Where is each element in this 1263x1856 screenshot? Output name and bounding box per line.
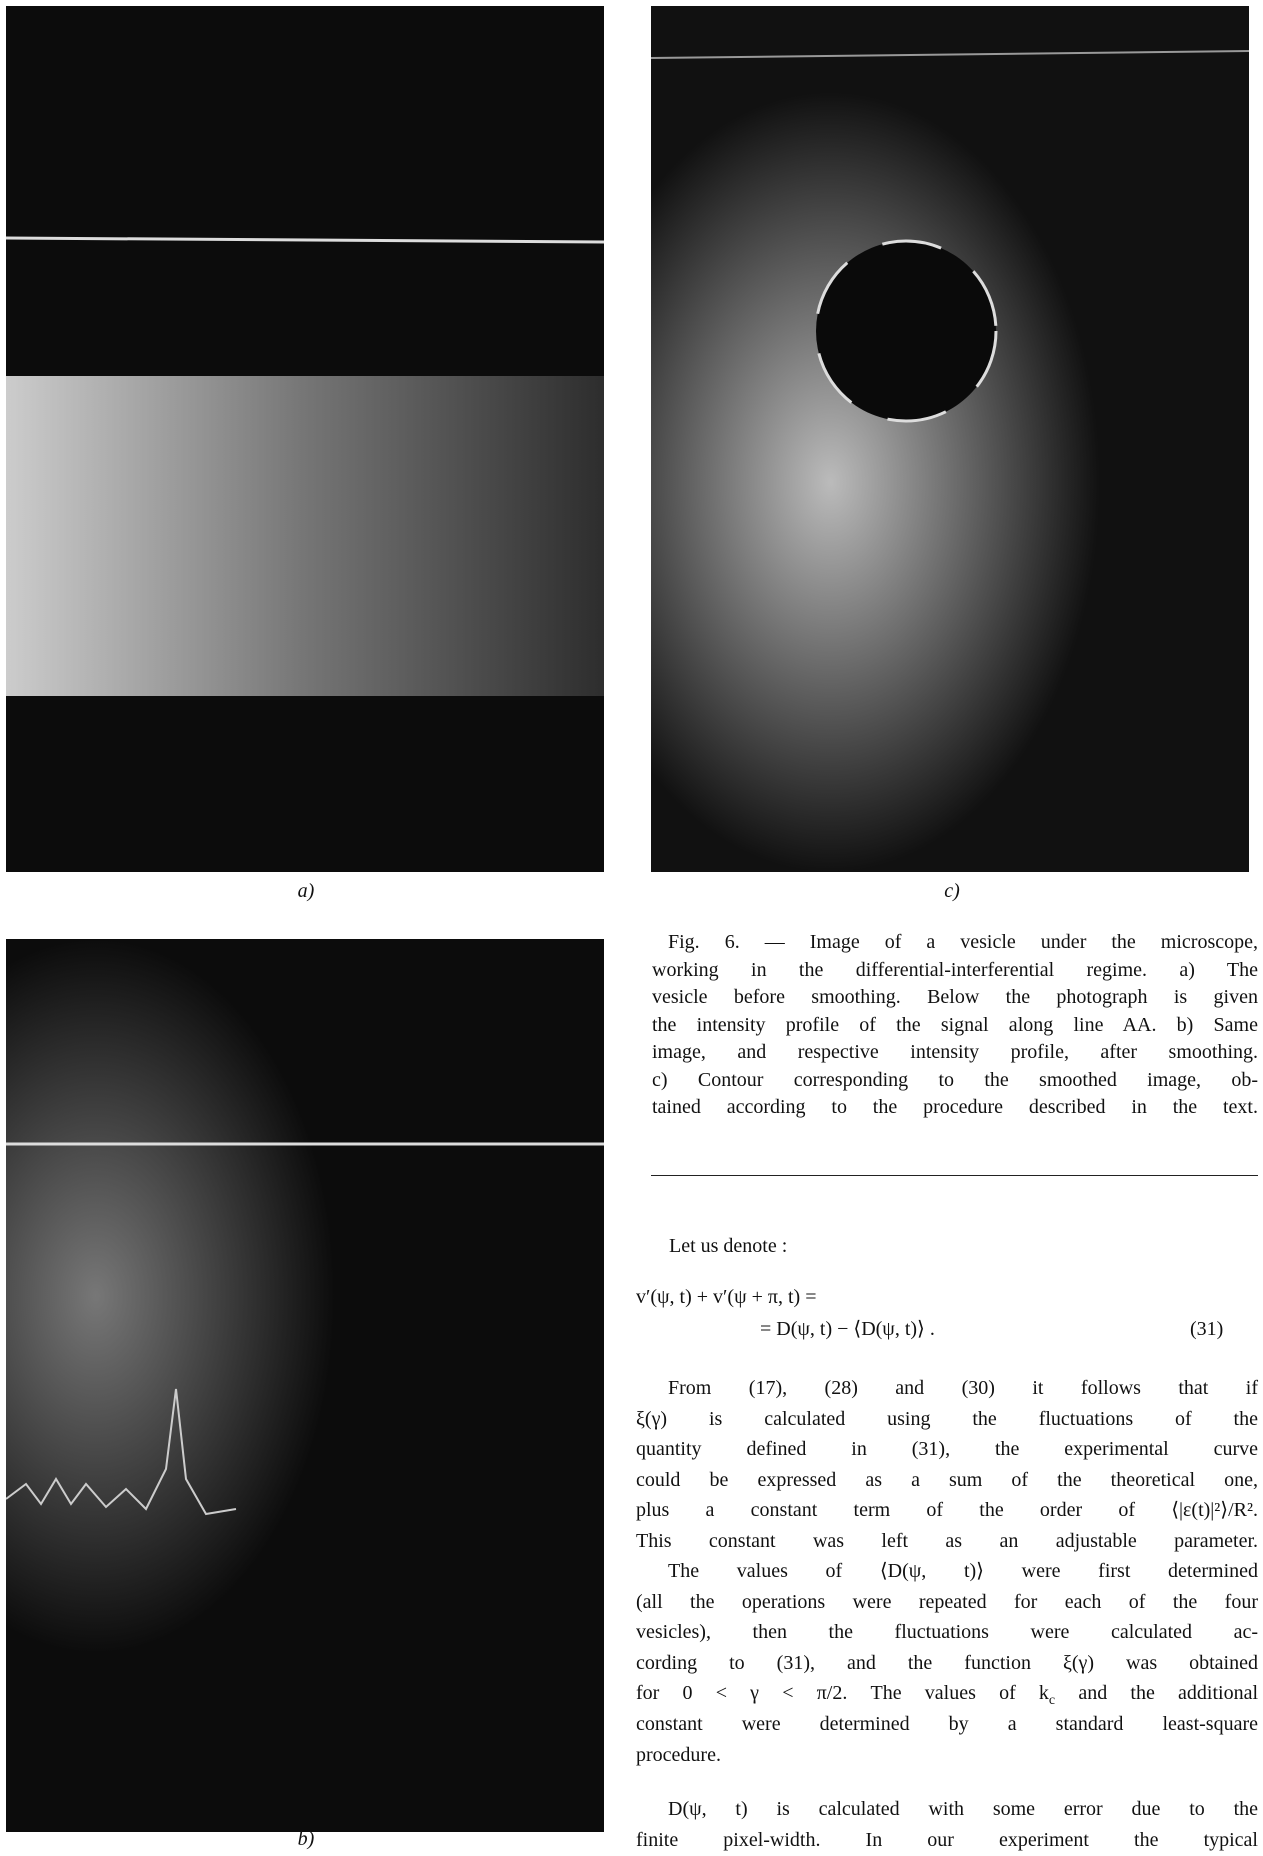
caption-line: vesicle before smoothing. Below the phot…	[652, 986, 1258, 1008]
panel-label: c)	[944, 880, 960, 902]
caption-line: the intensity profile of the signal alon…	[652, 1013, 1258, 1036]
paragraph-line: quantity defined in (31), the experiment…	[636, 1438, 1258, 1461]
paragraph-line: finite pixel-width. In our experiment th…	[636, 1828, 1258, 1851]
caption-line: image, and respective intensity profile,…	[652, 1041, 1258, 1063]
paragraph-line: (all the operations were repeated for ea…	[636, 1590, 1258, 1613]
paragraph-line: cording to (31), and the function ξ(γ) w…	[636, 1651, 1258, 1674]
paragraph-line: vesicles), then the fluctuations were ca…	[636, 1621, 1258, 1644]
caption-line: Fig. 6. — Image of a vesicle under the m…	[668, 931, 1258, 953]
paragraph-line: From (17), (28) and (30) it follows that…	[668, 1377, 1258, 1399]
paragraph-line: plus a constant term of the order of ⟨|ε…	[636, 1499, 1258, 1522]
caption-line: tained according to the procedure descri…	[652, 1096, 1258, 1118]
paragraph-line: for 0 < γ < π/2. The values of kc and th…	[636, 1678, 1258, 1716]
caption-line: c) Contour corresponding to the smoothed…	[652, 1068, 1258, 1091]
equation-left: v′(ψ, t) + v′(ψ + π, t) =	[636, 1286, 817, 1308]
text-part: c	[1048, 1693, 1056, 1709]
paragraph-line: constant were determined by a standard l…	[636, 1713, 1258, 1735]
text-part: and the additional	[1055, 1682, 1258, 1705]
caption-line: working in the differential-interferenti…	[652, 958, 1258, 981]
photo-c	[651, 6, 1249, 872]
paragraph-line: could be expressed as a sum of the theor…	[636, 1468, 1258, 1491]
paragraph-line: procedure.	[636, 1743, 721, 1766]
photo-a	[6, 6, 604, 872]
rule	[651, 1175, 1258, 1176]
panel-label: b)	[297, 1828, 315, 1850]
paragraph-line: D(ψ, t) is calculated with some error du…	[668, 1798, 1258, 1820]
equation-right: = D(ψ, t) − ⟨D(ψ, t)⟩ .	[760, 1318, 935, 1340]
intro: Let us denote :	[669, 1235, 788, 1257]
equation-number: (31)	[1190, 1318, 1224, 1340]
photo-b	[6, 939, 604, 1832]
text-part: for 0 < γ < π/2. The values of k	[636, 1682, 1049, 1705]
paragraph-line: The values of ⟨D(ψ, t)⟩ were first deter…	[668, 1560, 1258, 1582]
panel-label: a)	[297, 880, 315, 902]
paragraph-line: This constant was left as an adjustable …	[636, 1530, 1258, 1552]
paragraph-line: ξ(γ) is calculated using the fluctuation…	[636, 1407, 1258, 1430]
